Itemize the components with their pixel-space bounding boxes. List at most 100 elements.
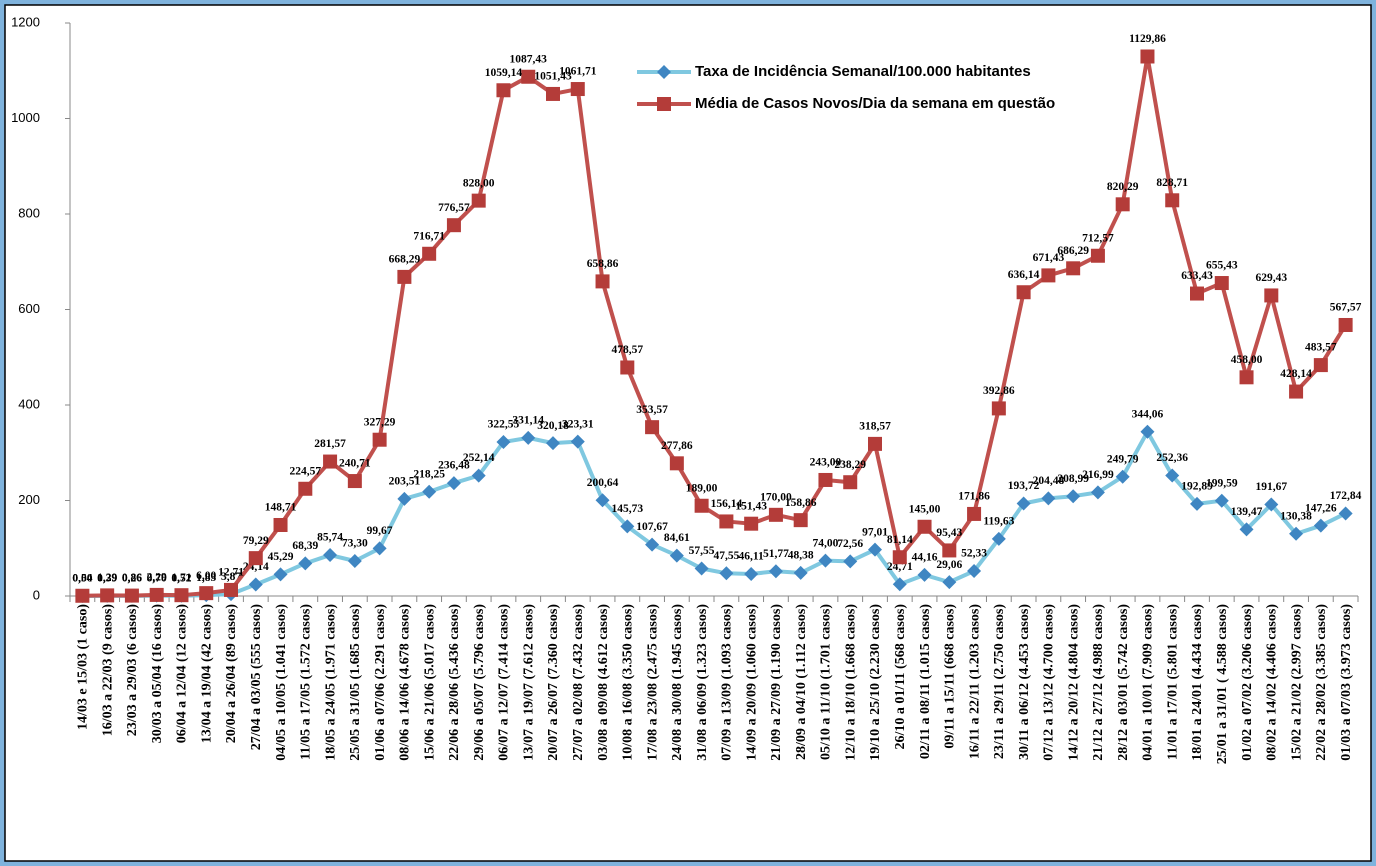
marker bbox=[298, 556, 313, 571]
x-tick-label: 07/12 a 13/12 (4.700 casos) bbox=[1042, 604, 1057, 761]
value-label: 0,26 bbox=[122, 573, 142, 585]
marker bbox=[1190, 286, 1204, 301]
marker bbox=[669, 548, 684, 563]
marker bbox=[1338, 506, 1353, 521]
value-label: 483,57 bbox=[1305, 342, 1337, 354]
x-tick-label: 01/03 a 07/03 (3.973 casos) bbox=[1339, 604, 1354, 761]
marker bbox=[1115, 469, 1130, 484]
value-label: 148,71 bbox=[265, 502, 297, 514]
x-tick-label: 13/04 a 19/04 (42 casos) bbox=[199, 604, 214, 744]
x-tick-label: 23/03 a 29/03 (6 casos) bbox=[125, 604, 140, 737]
marker bbox=[1016, 285, 1031, 300]
value-label: 216,99 bbox=[1082, 469, 1114, 481]
value-label: 1,71 bbox=[171, 572, 191, 584]
value-label: 218,25 bbox=[413, 468, 445, 480]
marker bbox=[645, 420, 660, 435]
marker bbox=[1264, 497, 1279, 512]
value-label: 47,55 bbox=[713, 550, 739, 562]
x-tick-label: 04/01 a 10/01 (7.909 casos) bbox=[1141, 604, 1156, 761]
marker bbox=[719, 514, 734, 529]
value-label: 236,48 bbox=[438, 460, 470, 472]
value-label: 204,48 bbox=[1033, 475, 1065, 487]
value-label: 1061,71 bbox=[559, 66, 597, 78]
marker bbox=[595, 274, 610, 289]
x-tick-label: 31/08 a 06/09 (1.323 casos) bbox=[695, 604, 710, 761]
x-tick-label: 11/01 a 17/01 (5.801 casos) bbox=[1165, 604, 1180, 760]
value-label: 208,99 bbox=[1057, 473, 1089, 485]
marker bbox=[1165, 468, 1180, 483]
value-label: 139,47 bbox=[1231, 506, 1263, 518]
legend-label: Taxa de Incidência Semanal/100.000 habit… bbox=[695, 63, 1031, 80]
x-tick-label: 06/04 a 12/04 (12 casos) bbox=[175, 604, 190, 744]
value-label: 68,39 bbox=[292, 540, 318, 552]
y-tick-label: 1200 bbox=[11, 14, 40, 29]
marker bbox=[546, 436, 560, 451]
marker bbox=[1066, 489, 1081, 504]
value-label: 828,71 bbox=[1156, 177, 1188, 189]
value-label: 46,11 bbox=[739, 551, 764, 563]
marker bbox=[570, 82, 585, 97]
x-tick-label: 08/06 a 14/06 (4.678 casos) bbox=[398, 604, 413, 761]
marker bbox=[818, 472, 833, 487]
marker bbox=[843, 554, 858, 569]
marker bbox=[967, 564, 982, 579]
value-label: 145,00 bbox=[909, 503, 941, 515]
marker bbox=[1214, 493, 1229, 508]
marker bbox=[1190, 496, 1204, 511]
x-tick-label: 01/02 a 07/02 (3.206 casos) bbox=[1240, 604, 1255, 761]
value-label: 655,43 bbox=[1206, 260, 1238, 272]
x-tick-label: 09/11 a 15/11 (668 casos) bbox=[943, 604, 958, 749]
value-label: 671,43 bbox=[1033, 252, 1065, 264]
marker bbox=[967, 506, 982, 521]
x-tick-label: 22/02 a 28/02 (3.385 casos) bbox=[1314, 604, 1329, 761]
x-tick-label: 04/05 a 10/05 (1.041 casos) bbox=[274, 604, 289, 761]
marker bbox=[347, 553, 362, 568]
x-tick-label: 20/07 a 26/07 (7.360 casos) bbox=[546, 604, 561, 761]
value-label: 158,86 bbox=[785, 497, 817, 509]
value-label: 0,39 bbox=[97, 572, 117, 584]
marker bbox=[124, 588, 139, 603]
x-tick-label: 23/11 a 29/11 (2.750 casos) bbox=[992, 604, 1007, 760]
y-tick-label: 400 bbox=[18, 396, 40, 411]
marker bbox=[521, 69, 536, 84]
marker bbox=[347, 474, 362, 489]
value-label: 99,67 bbox=[367, 525, 393, 537]
marker bbox=[1313, 358, 1328, 373]
x-tick-label: 03/08 a 09/08 (4.612 casos) bbox=[596, 604, 611, 761]
marker bbox=[1338, 317, 1353, 332]
series: 0,50 1,29 0,86 2,29 1,71 6,00 12,71 79,29 148,71… bbox=[72, 33, 1362, 603]
value-label: 478,57 bbox=[611, 344, 643, 356]
marker bbox=[149, 587, 164, 602]
value-label: 567,57 bbox=[1330, 302, 1362, 314]
value-label: 73,30 bbox=[342, 538, 368, 550]
marker bbox=[768, 564, 783, 579]
value-label: 240,71 bbox=[339, 458, 371, 470]
value-label: 6,00 bbox=[196, 570, 216, 582]
value-label: 392,86 bbox=[983, 385, 1015, 397]
marker bbox=[1140, 49, 1155, 64]
marker bbox=[273, 567, 288, 582]
marker bbox=[397, 269, 412, 284]
x-tick-label: 26/10 a 01/11 (568 casos) bbox=[893, 604, 908, 750]
marker bbox=[645, 537, 660, 552]
value-label: 151,43 bbox=[735, 500, 767, 512]
marker bbox=[1016, 496, 1031, 511]
marker bbox=[917, 519, 932, 534]
marker bbox=[100, 588, 115, 603]
value-label: 0,86 bbox=[122, 572, 142, 584]
marker bbox=[1214, 276, 1229, 291]
marker bbox=[868, 542, 882, 557]
value-label: 52,33 bbox=[961, 548, 987, 560]
x-tick-label: 10/08 a 16/08 (3.350 casos) bbox=[621, 604, 636, 761]
marker bbox=[273, 517, 288, 532]
marker bbox=[793, 513, 808, 528]
y-tick-label: 200 bbox=[18, 492, 40, 507]
value-label: 658,86 bbox=[587, 258, 619, 270]
marker bbox=[471, 193, 486, 208]
marker bbox=[991, 401, 1006, 416]
value-label: 629,43 bbox=[1255, 272, 1287, 284]
marker bbox=[174, 588, 189, 603]
value-label: 327,29 bbox=[364, 416, 396, 428]
value-label: 458,00 bbox=[1231, 354, 1263, 366]
